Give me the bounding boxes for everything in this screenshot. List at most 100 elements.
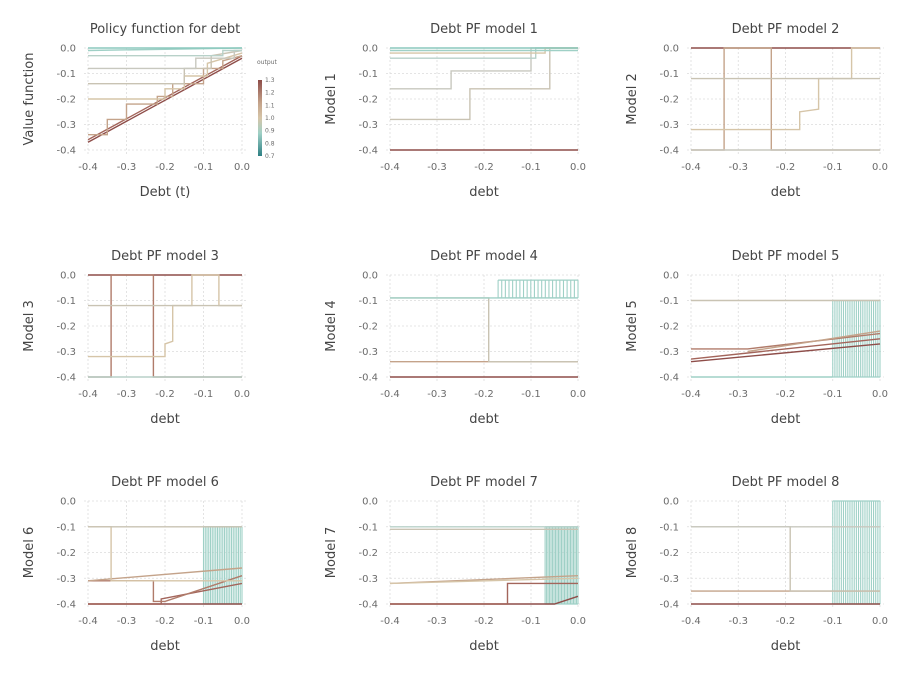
series-line-3 bbox=[389, 577, 579, 585]
x-tick-label: -0.1 bbox=[521, 162, 541, 173]
y-tick-label: 0.0 bbox=[362, 271, 378, 282]
colorbar-tick-label: 0.8 bbox=[265, 140, 275, 147]
x-tick-label: -0.4 bbox=[380, 616, 400, 627]
y-tick-label: -0.2 bbox=[56, 322, 76, 333]
y-tick-label: -0.2 bbox=[659, 322, 679, 333]
chart-title: Debt PF model 4 bbox=[430, 249, 538, 264]
x-axis-label: debt bbox=[150, 412, 180, 427]
y-tick-label: -0.2 bbox=[358, 322, 378, 333]
y-tick-label: 0.0 bbox=[60, 497, 76, 508]
panel-3: -0.4 -0.3 -0.2 -0.1 0.0 0.0 -0.1 -0.2 -0.3 -0.4 De… bbox=[22, 249, 250, 427]
x-tick-label: -0.2 bbox=[474, 389, 494, 400]
y-tick-label: -0.4 bbox=[56, 146, 76, 157]
y-tick-label: -0.4 bbox=[659, 146, 679, 157]
y-tick-label: -0.3 bbox=[358, 120, 378, 131]
x-tick-label: -0.1 bbox=[521, 616, 541, 627]
chart-title: Debt PF model 5 bbox=[732, 249, 840, 264]
series-line-0 bbox=[690, 343, 881, 363]
x-axis-label: debt bbox=[771, 639, 801, 654]
x-tick-label: 0.0 bbox=[234, 162, 250, 173]
y-tick-label: -0.3 bbox=[56, 574, 76, 585]
y-tick-label: -0.2 bbox=[659, 95, 679, 106]
series-line-0 bbox=[87, 57, 243, 143]
panel-1: -0.4 -0.3 -0.2 -0.1 0.0 0.0 -0.1 -0.2 -0.3 -0.4 De… bbox=[324, 22, 586, 200]
oscillation-band bbox=[544, 526, 579, 605]
x-tick-label: 0.0 bbox=[234, 616, 250, 627]
x-tick-label: -0.2 bbox=[776, 162, 796, 173]
x-axis-label: debt bbox=[771, 185, 801, 200]
x-tick-label: 0.0 bbox=[234, 389, 250, 400]
panel-4: -0.4 -0.3 -0.2 -0.1 0.0 0.0 -0.1 -0.2 -0.3 -0.4 De… bbox=[324, 249, 586, 427]
y-axis-label: Model 6 bbox=[22, 527, 37, 578]
series-line-2 bbox=[691, 47, 880, 131]
chart-title: Policy function for debt bbox=[90, 22, 240, 37]
chart-title: Debt PF model 1 bbox=[430, 22, 538, 37]
y-tick-label: -0.4 bbox=[56, 600, 76, 611]
y-tick-label: -0.3 bbox=[659, 574, 679, 585]
chart-title: Debt PF model 7 bbox=[430, 475, 538, 490]
series-line-6 bbox=[88, 49, 242, 57]
y-tick-label: -0.2 bbox=[56, 95, 76, 106]
x-tick-label: -0.3 bbox=[117, 389, 137, 400]
y-tick-label: -0.1 bbox=[659, 296, 679, 307]
chart-title: Debt PF model 8 bbox=[732, 475, 840, 490]
colorbar-tick-label: 0.9 bbox=[265, 128, 275, 135]
x-tick-label: 0.0 bbox=[872, 389, 888, 400]
x-tick-label: -0.1 bbox=[823, 389, 843, 400]
y-axis-label: Value function bbox=[22, 53, 37, 146]
y-tick-label: -0.3 bbox=[358, 574, 378, 585]
y-tick-label: -0.3 bbox=[659, 347, 679, 358]
colorbar-tick-label: 1.1 bbox=[265, 102, 275, 109]
colorbar-tick-label: 1.3 bbox=[265, 77, 275, 84]
y-axis-label: Model 7 bbox=[324, 527, 339, 578]
x-tick-label: -0.3 bbox=[728, 162, 748, 173]
x-axis-label: debt bbox=[469, 639, 499, 654]
x-tick-label: -0.3 bbox=[427, 162, 447, 173]
x-tick-label: -0.1 bbox=[194, 616, 214, 627]
x-tick-label: -0.4 bbox=[78, 616, 98, 627]
x-axis-label: debt bbox=[150, 639, 180, 654]
y-tick-label: 0.0 bbox=[362, 497, 378, 508]
panel-6: -0.4 -0.3 -0.2 -0.1 0.0 0.0 -0.1 -0.2 -0.3 -0.4 De… bbox=[22, 475, 250, 654]
y-tick-label: -0.1 bbox=[56, 69, 76, 80]
series-line-1 bbox=[390, 582, 578, 605]
y-tick-label: -0.1 bbox=[56, 522, 76, 533]
x-tick-label: 0.0 bbox=[570, 616, 586, 627]
y-tick-label: -0.1 bbox=[56, 296, 76, 307]
x-tick-label: -0.2 bbox=[474, 162, 494, 173]
y-tick-label: -0.3 bbox=[56, 120, 76, 131]
y-axis-label: Model 3 bbox=[22, 300, 37, 351]
x-tick-label: -0.1 bbox=[194, 389, 214, 400]
y-tick-label: -0.1 bbox=[358, 522, 378, 533]
y-axis-label: Model 4 bbox=[324, 300, 339, 351]
panel-5: -0.4 -0.3 -0.2 -0.1 0.0 0.0 -0.1 -0.2 -0.3 -0.4 De… bbox=[625, 249, 888, 427]
x-axis-label: Debt (t) bbox=[140, 185, 191, 200]
x-tick-label: -0.4 bbox=[681, 616, 701, 627]
panel-0: -0.4 -0.3 -0.2 -0.1 0.0 0.0 -0.1 -0.2 -0.3 -0.4 Po… bbox=[22, 22, 277, 200]
series-line-1 bbox=[690, 338, 881, 360]
y-tick-label: -0.4 bbox=[56, 373, 76, 384]
chart-title: Debt PF model 6 bbox=[111, 475, 219, 490]
panel-7: -0.4 -0.3 -0.2 -0.1 0.0 0.0 -0.1 -0.2 -0.3 -0.4 De… bbox=[324, 475, 586, 654]
x-tick-label: 0.0 bbox=[570, 162, 586, 173]
x-tick-label: -0.1 bbox=[823, 616, 843, 627]
oscillation-band bbox=[202, 526, 243, 605]
panel-8: -0.4 -0.3 -0.2 -0.1 0.0 0.0 -0.1 -0.2 -0.3 -0.4 De… bbox=[625, 475, 888, 654]
y-tick-label: -0.1 bbox=[659, 69, 679, 80]
y-tick-label: -0.4 bbox=[358, 373, 378, 384]
x-tick-label: -0.4 bbox=[78, 389, 98, 400]
y-tick-label: -0.4 bbox=[659, 373, 679, 384]
x-tick-label: -0.4 bbox=[681, 162, 701, 173]
series-line-2 bbox=[691, 332, 881, 350]
x-tick-label: -0.3 bbox=[728, 389, 748, 400]
x-tick-label: -0.4 bbox=[681, 389, 701, 400]
x-tick-label: -0.1 bbox=[194, 162, 214, 173]
x-tick-label: -0.2 bbox=[155, 616, 175, 627]
y-axis-label: Model 2 bbox=[625, 73, 640, 124]
x-tick-label: 0.0 bbox=[872, 616, 888, 627]
x-tick-label: 0.0 bbox=[872, 162, 888, 173]
colorbar-tick-label: 1.2 bbox=[265, 90, 275, 97]
x-tick-label: -0.3 bbox=[427, 616, 447, 627]
x-tick-label: -0.2 bbox=[474, 616, 494, 627]
x-tick-label: -0.4 bbox=[380, 162, 400, 173]
